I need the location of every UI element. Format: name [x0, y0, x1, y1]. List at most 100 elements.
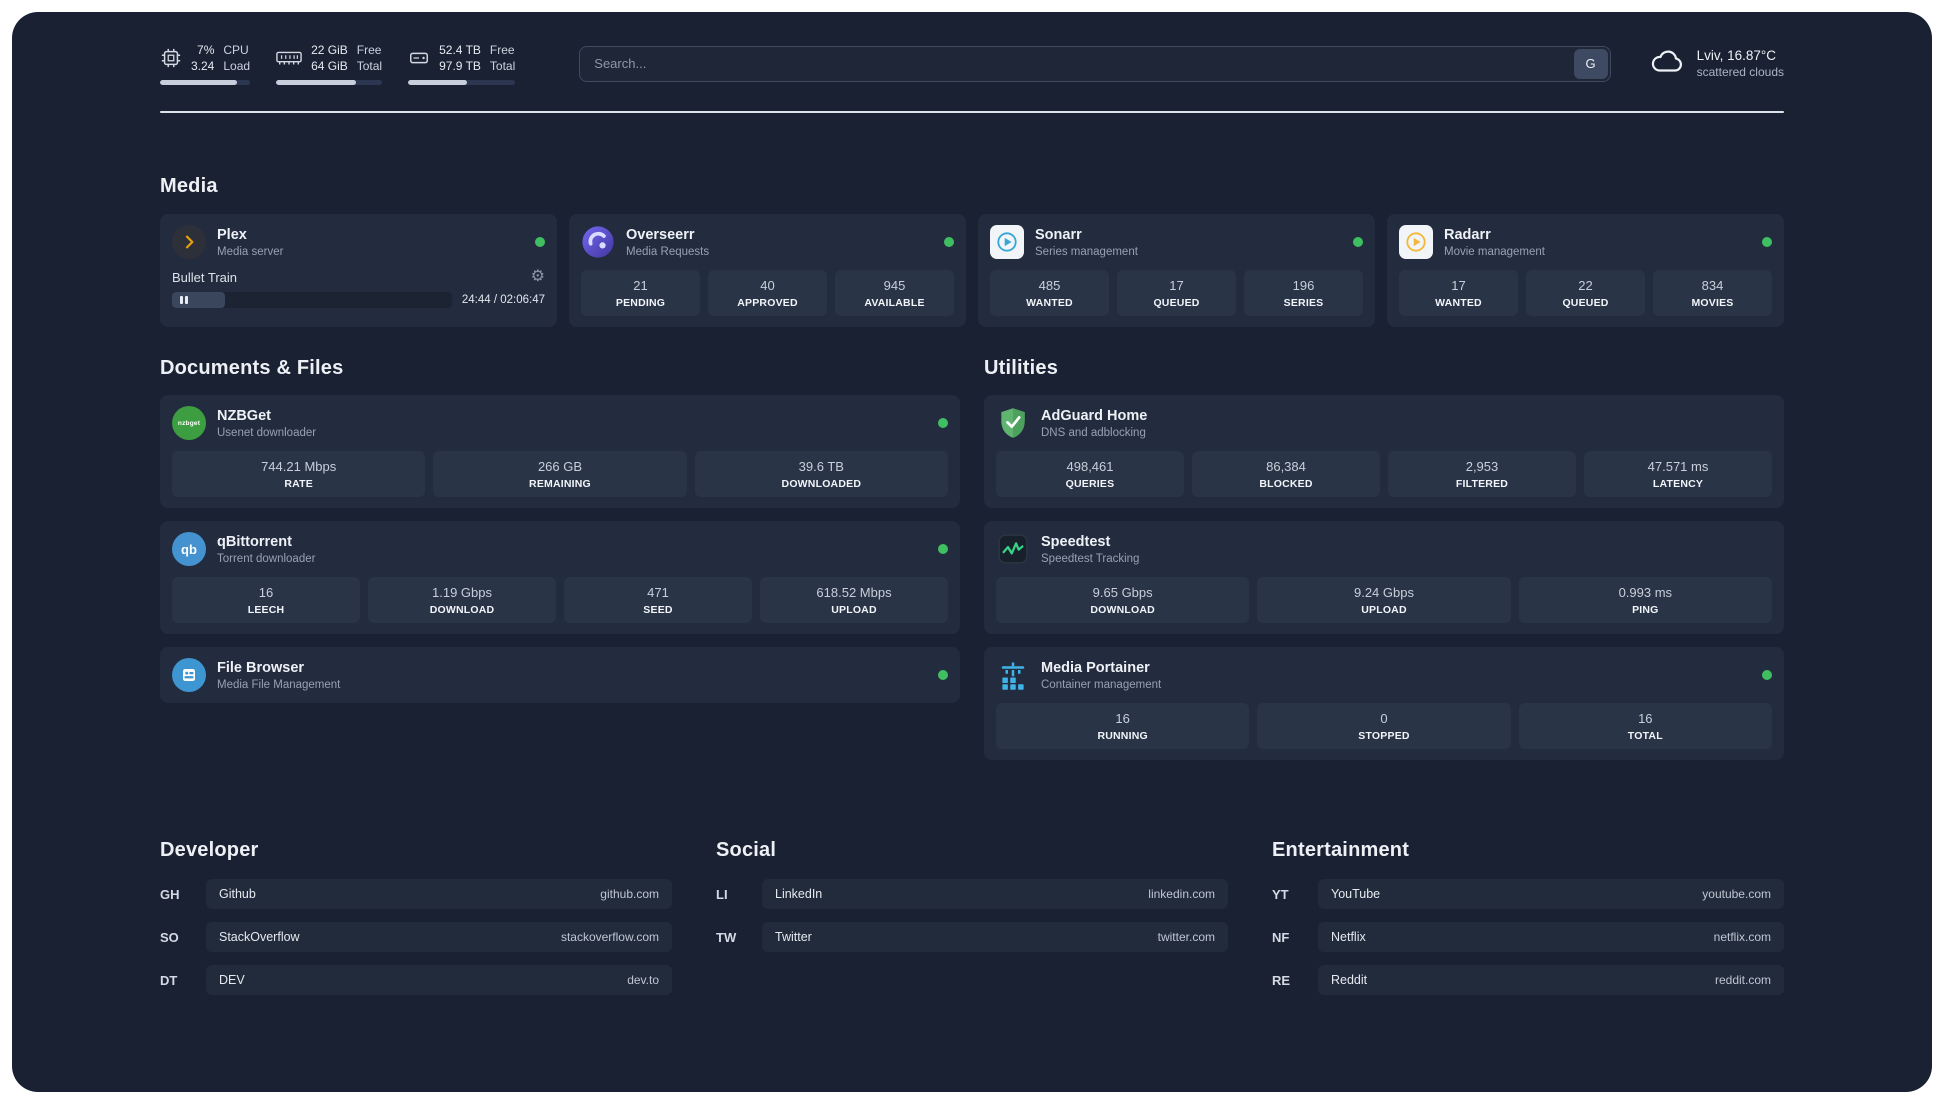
- stat-label: PING: [1632, 604, 1659, 617]
- link-url: netflix.com: [1713, 930, 1771, 945]
- stat-label: QUEUED: [1562, 297, 1609, 310]
- memory-label-bottom: Total: [356, 59, 383, 74]
- speedtest-icon: [996, 532, 1030, 566]
- weather-widget: Lviv, 16.87°C scattered clouds: [1649, 48, 1784, 80]
- overseerr-card[interactable]: Overseerr Media Requests 21 PENDING 40 APP…: [569, 214, 966, 328]
- filebrowser-status-dot: [938, 670, 948, 681]
- stat-value: 618.52 Mbps: [816, 585, 892, 601]
- overseerr-icon: [581, 225, 615, 259]
- section-title-social: Social: [716, 839, 777, 862]
- sonarr-card[interactable]: Sonarr Series management 485 WANTED 17 QUE…: [978, 214, 1375, 328]
- filebrowser-card[interactable]: File Browser Media File Management: [160, 647, 960, 704]
- radarr-desc: Movie management: [1444, 245, 1545, 258]
- radarr-icon: [1399, 225, 1433, 260]
- cpu-usage-value: 7%: [197, 43, 215, 57]
- link-url: stackoverflow.com: [560, 930, 659, 945]
- memory-progress-bar: [276, 80, 383, 86]
- stat-value: 9.24 Gbps: [1353, 585, 1414, 601]
- filebrowser-icon: [172, 658, 206, 693]
- stat-value: 40: [760, 278, 775, 294]
- plex-now-playing: Bullet Train ⚙ 24:44 / 02:06:47: [172, 268, 545, 309]
- cpu-load-value: 3.24: [191, 59, 215, 74]
- adguard-icon: [996, 406, 1030, 440]
- stat-tile: 17 QUEUED: [1117, 270, 1236, 317]
- stat-label: DOWNLOADED: [781, 478, 862, 491]
- stat-tile: 40 APPROVED: [708, 270, 827, 317]
- stat-value: 196: [1292, 278, 1315, 294]
- stat-tile: 2,953 FILTERED: [1388, 451, 1576, 498]
- link-github[interactable]: GH Github github.com: [160, 879, 672, 910]
- radarr-card[interactable]: Radarr Movie management 17 WANTED 22 QUEUE…: [1387, 214, 1784, 328]
- portainer-desc: Container management: [1041, 678, 1162, 691]
- stat-label: BLOCKED: [1259, 478, 1313, 491]
- stat-label: FILTERED: [1455, 478, 1509, 491]
- stat-tile: 39.6 TB DOWNLOADED: [694, 451, 948, 498]
- stat-tile: 744.21 Mbps RATE: [172, 451, 426, 498]
- link-abbr: NF: [1272, 929, 1290, 945]
- nzbget-card[interactable]: nzbget NZBGet Usenet downloader 744.21 M…: [160, 395, 960, 509]
- stat-value: 47.571 ms: [1647, 459, 1709, 475]
- stat-label: UPLOAD: [1361, 604, 1407, 617]
- documents-column: Documents & Files nzbget NZBGet Usenet d…: [160, 357, 960, 716]
- playback-progress-bar[interactable]: [172, 292, 452, 309]
- gear-icon[interactable]: ⚙: [530, 268, 545, 286]
- cpu-progress-bar: [160, 80, 251, 86]
- link-linkedin[interactable]: LI LinkedIn linkedin.com: [716, 879, 1228, 910]
- sonarr-icon: [990, 225, 1024, 260]
- cpu-icon: [160, 47, 182, 69]
- stat-label: LEECH: [247, 604, 285, 617]
- stat-label: UPLOAD: [831, 604, 877, 617]
- stat-value: 1.19 Gbps: [432, 585, 492, 601]
- search-bar: G: [579, 45, 1611, 82]
- media-card-row: Plex Media server Bullet Train ⚙ 24:44: [160, 214, 1784, 328]
- storage-widget: 52.4 TB 97.9 TB Free Total: [408, 42, 516, 86]
- stat-label: DOWNLOAD: [429, 604, 495, 617]
- storage-label-bottom: Total: [489, 59, 516, 74]
- stat-tile: 17 WANTED: [1399, 270, 1518, 317]
- adguard-card[interactable]: AdGuard Home DNS and adblocking 498,461 Q…: [984, 395, 1784, 509]
- pause-icon[interactable]: [180, 296, 188, 305]
- stat-value: 834: [1701, 278, 1724, 294]
- stat-tile: 618.52 Mbps UPLOAD: [760, 577, 948, 624]
- link-netflix[interactable]: NF Netflix netflix.com: [1272, 922, 1784, 953]
- link-abbr: GH: [160, 886, 180, 902]
- search-input[interactable]: [579, 45, 1611, 82]
- stat-tile: 16 LEECH: [172, 577, 360, 624]
- link-twitter[interactable]: TW Twitter twitter.com: [716, 922, 1228, 953]
- portainer-status-dot: [1762, 670, 1772, 681]
- qbittorrent-status-dot: [938, 544, 948, 555]
- stat-label: STOPPED: [1358, 730, 1410, 743]
- speedtest-card[interactable]: Speedtest Speedtest Tracking 9.65 Gbps DO…: [984, 521, 1784, 635]
- link-dev-to[interactable]: DT DEV dev.to: [160, 965, 672, 996]
- stat-label: QUERIES: [1065, 478, 1115, 491]
- cpu-label-top: CPU: [223, 43, 249, 57]
- portainer-card[interactable]: Media Portainer Container management 16 R…: [984, 647, 1784, 761]
- storage-label-top: Free: [489, 43, 515, 57]
- topbar: 7% 3.24 CPU Load 22 GiB 64 GiB: [160, 42, 1784, 86]
- storage-free-value: 52.4 TB: [439, 43, 481, 57]
- developer-links: Developer GH Github github.com SO StackOv…: [160, 839, 672, 1008]
- link-url: twitter.com: [1157, 930, 1215, 945]
- stat-label: REMAINING: [529, 478, 591, 491]
- stat-tile: 485 WANTED: [990, 270, 1109, 317]
- stat-value: 485: [1038, 278, 1061, 294]
- sonarr-title: Sonarr: [1035, 226, 1082, 243]
- section-title-entertainment: Entertainment: [1272, 839, 1410, 862]
- qbittorrent-card[interactable]: qb qBittorrent Torrent downloader 16 LEEC…: [160, 521, 960, 635]
- nzbget-status-dot: [938, 418, 948, 429]
- link-youtube[interactable]: YT YouTube youtube.com: [1272, 879, 1784, 910]
- sonarr-status-dot: [1353, 237, 1363, 248]
- stat-tile: 196 SERIES: [1244, 270, 1363, 317]
- stat-tile: 86,384 BLOCKED: [1192, 451, 1380, 498]
- link-stackoverflow[interactable]: SO StackOverflow stackoverflow.com: [160, 922, 672, 953]
- link-url: dev.to: [627, 973, 659, 988]
- plex-card[interactable]: Plex Media server Bullet Train ⚙ 24:44: [160, 214, 557, 328]
- link-reddit[interactable]: RE Reddit reddit.com: [1272, 965, 1784, 996]
- search-engine-button[interactable]: G: [1573, 48, 1608, 79]
- weather-condition: scattered clouds: [1696, 65, 1784, 80]
- stat-label: LATENCY: [1652, 478, 1704, 491]
- stat-tile: 0.993 ms PING: [1518, 577, 1772, 624]
- stat-label: QUEUED: [1153, 297, 1200, 310]
- stat-value: 945: [883, 278, 906, 294]
- qbittorrent-icon: qb: [172, 532, 206, 567]
